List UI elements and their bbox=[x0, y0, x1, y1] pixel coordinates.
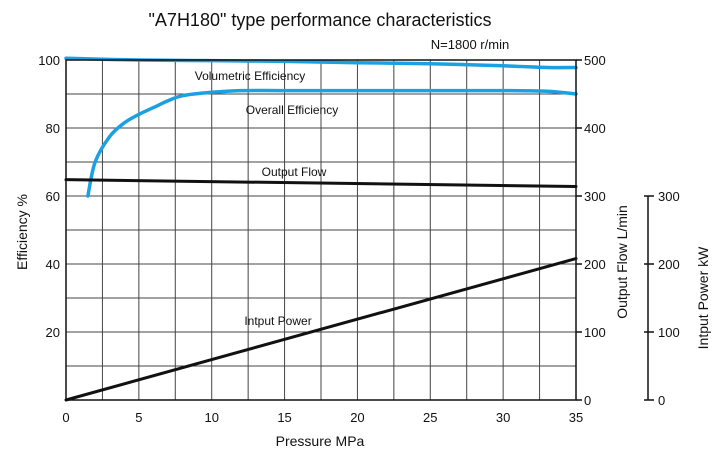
x-tick-label: 0 bbox=[62, 410, 69, 425]
x-axis-label: Pressure MPa bbox=[276, 433, 365, 449]
x-tick-label: 25 bbox=[423, 410, 437, 425]
output-flow-tick-label: 0 bbox=[584, 393, 591, 408]
series-label-output-flow: Output Flow bbox=[262, 165, 327, 179]
left-y-tick-label: 20 bbox=[46, 325, 60, 340]
left-y-axis-label: Efficiency % bbox=[14, 194, 30, 270]
grid-lines bbox=[65, 59, 577, 401]
intput-power-tick-label: 200 bbox=[658, 257, 680, 272]
x-tick-label: 10 bbox=[204, 410, 218, 425]
output-flow-tick-label: 400 bbox=[584, 121, 606, 136]
series-intput-power bbox=[64, 257, 578, 402]
output-flow-tick-label: 100 bbox=[584, 325, 606, 340]
left-y-tick-label: 60 bbox=[46, 189, 60, 204]
intput-power-tick-label: 0 bbox=[658, 393, 665, 408]
chart-subtitle: N=1800 r/min bbox=[431, 37, 509, 52]
series-overall-efficiency bbox=[86, 88, 578, 198]
left-y-tick-label: 100 bbox=[38, 53, 60, 68]
chart-title: "A7H180" type performance characteristic… bbox=[149, 10, 492, 30]
series-labels: Volumetric Efficiency Overall Efficiency… bbox=[195, 69, 338, 328]
series-label-intput-power: Intput Power bbox=[244, 314, 311, 328]
left-y-tick-label: 80 bbox=[46, 121, 60, 136]
intput-power-axis-label: Intput Power kW bbox=[695, 246, 711, 349]
axes: 0 5 10 15 20 25 30 35 20 40 60 80 100 0 100 200 300 400 50… bbox=[38, 53, 679, 425]
x-tick-label: 35 bbox=[569, 410, 583, 425]
output-flow-tick-label: 200 bbox=[584, 257, 606, 272]
left-y-tick-label: 40 bbox=[46, 257, 60, 272]
output-flow-tick-label: 500 bbox=[584, 53, 606, 68]
x-tick-label: 15 bbox=[277, 410, 291, 425]
series-label-overall-efficiency: Overall Efficiency bbox=[246, 103, 338, 117]
series-label-volumetric-efficiency: Volumetric Efficiency bbox=[195, 69, 306, 83]
plot-frame bbox=[65, 59, 577, 401]
series-output-flow bbox=[64, 178, 578, 188]
intput-power-tick-label: 300 bbox=[658, 189, 680, 204]
x-tick-label: 20 bbox=[350, 410, 364, 425]
x-tick-label: 30 bbox=[496, 410, 510, 425]
output-flow-tick-label: 300 bbox=[584, 189, 606, 204]
x-tick-label: 5 bbox=[135, 410, 142, 425]
output-flow-axis-label: Output Flow L/min bbox=[614, 205, 630, 319]
intput-power-tick-label: 100 bbox=[658, 325, 680, 340]
